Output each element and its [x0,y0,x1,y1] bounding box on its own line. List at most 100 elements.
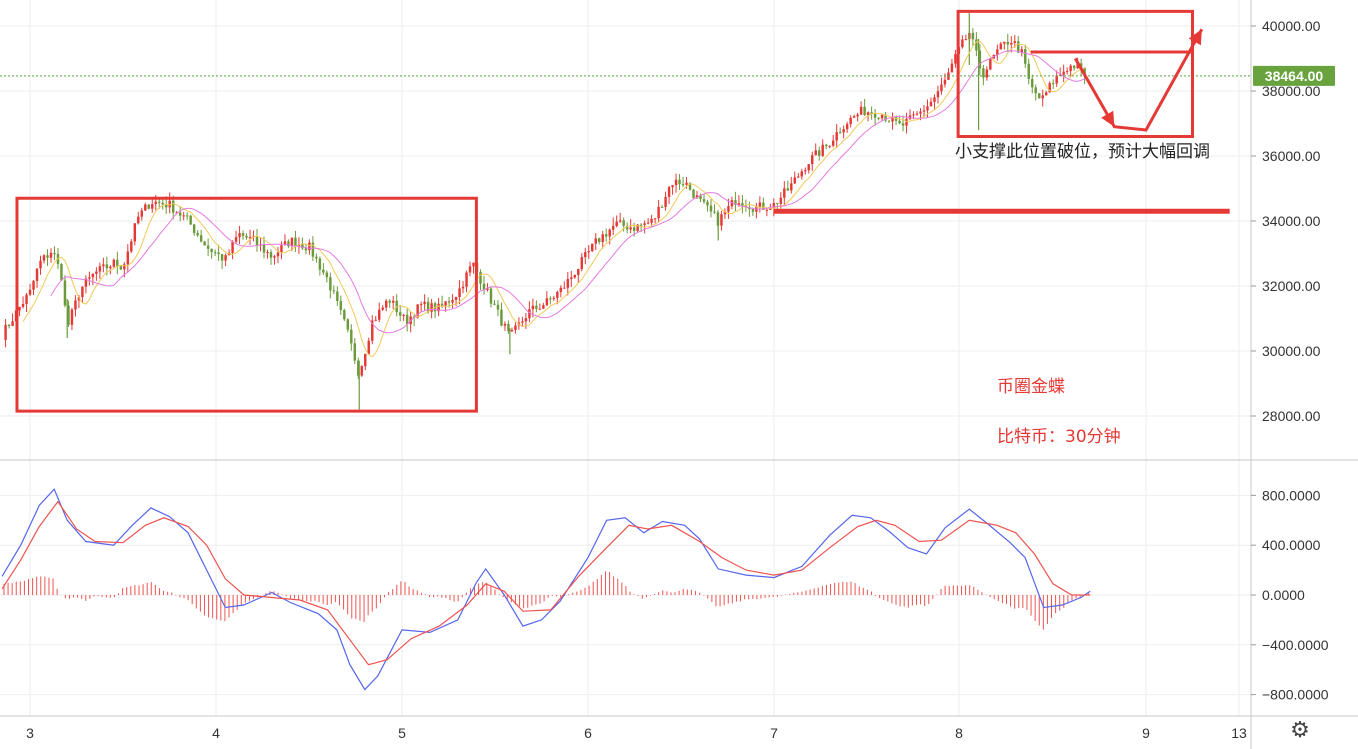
candle-body [161,202,164,205]
candle-body [779,197,783,204]
time-tick-label: 9 [1142,725,1150,741]
candle-body [1038,93,1041,99]
candle-body [196,232,199,236]
candle-body [849,117,852,125]
candle-body [797,176,800,178]
time-tick-label: 8 [955,725,963,741]
candle-body [996,49,999,55]
candle-body [608,229,611,237]
candle-body [454,297,458,300]
candle-body [46,255,49,258]
candle-body [667,187,671,197]
candle-body [398,312,402,316]
candle-body [269,252,273,258]
candle-body [657,206,660,219]
candle-body [908,115,912,119]
candle-body [95,271,98,274]
candle-body [737,203,741,205]
candle-body [371,320,374,341]
candle-body [440,303,444,306]
candle-body [625,225,629,230]
arrow-head [1101,110,1115,127]
candle-body [28,289,32,295]
candle-body [171,200,175,213]
price-tick-label: 28000.00 [1262,408,1321,424]
candle-body [744,205,748,208]
candle-body [451,299,454,303]
macd-line [1,488,1091,691]
candle-body [241,233,245,236]
candle-body [1020,49,1023,53]
candle-body [384,300,388,308]
candle-body [88,277,91,279]
candle-body [584,252,587,258]
candle-body [39,260,42,269]
candle-body [961,39,964,48]
arrow-head [1188,29,1202,46]
candle-body [472,262,475,267]
annotation-rectangle [956,9,1195,138]
candle-body [866,112,870,116]
candle-body [964,39,968,41]
candle-body [367,340,370,355]
candle-body [660,206,664,208]
chart-grid [0,0,1251,716]
candle-body [674,179,678,186]
candle-body [405,314,409,325]
candle-body [1031,78,1034,88]
candle-body [692,189,695,198]
candle-body [294,237,297,247]
candle-body [915,113,919,115]
candle-body [283,241,287,246]
candle-body [695,195,699,198]
ma-slow-line [50,50,1085,334]
candle-body [91,273,95,278]
candle-body [35,268,39,281]
candle-body [461,286,465,289]
price-tick-label: 38000.00 [1262,83,1321,99]
gear-icon[interactable]: ⚙ [1290,718,1310,743]
candle-body [322,269,325,273]
candle-body [549,298,552,300]
candle-body [112,259,116,267]
candle-body [783,188,786,198]
candle-body [98,266,102,272]
candle-body [102,264,105,267]
candle-body [514,325,517,331]
candle-body [60,263,63,281]
candle-body [67,305,70,325]
forecast-annotation-text: 小支撑此位置破位，预计大幅回调 [955,142,1210,162]
candle-body [496,304,500,310]
candle-body [650,218,653,223]
candle-body [315,256,318,259]
candle-body [224,255,227,261]
candle-body [1076,63,1079,69]
candle-body [109,266,112,269]
candle-body [975,39,978,51]
annotation-rectangle [15,196,478,413]
candle-body [185,215,189,217]
candle-body [1079,63,1083,68]
candle-body [266,252,269,254]
candle-body [53,252,56,255]
candle-body [255,236,259,245]
candle-body [545,298,549,306]
candle-body [653,218,657,220]
candle-body [231,241,234,253]
candle-body [486,288,489,290]
candle-body [856,114,859,117]
candle-body [891,116,894,122]
candle-body [325,272,329,278]
candle-body [863,106,866,116]
candle-body [699,195,702,200]
candle-body [978,50,982,69]
candle-body [521,321,524,323]
candle-body [877,117,880,119]
candle-body [297,244,301,247]
candle-body [580,257,583,270]
candle-body [629,227,632,230]
macd-tick-label: 0.0000 [1262,587,1305,603]
price-tick-label: 34000.00 [1262,213,1321,229]
